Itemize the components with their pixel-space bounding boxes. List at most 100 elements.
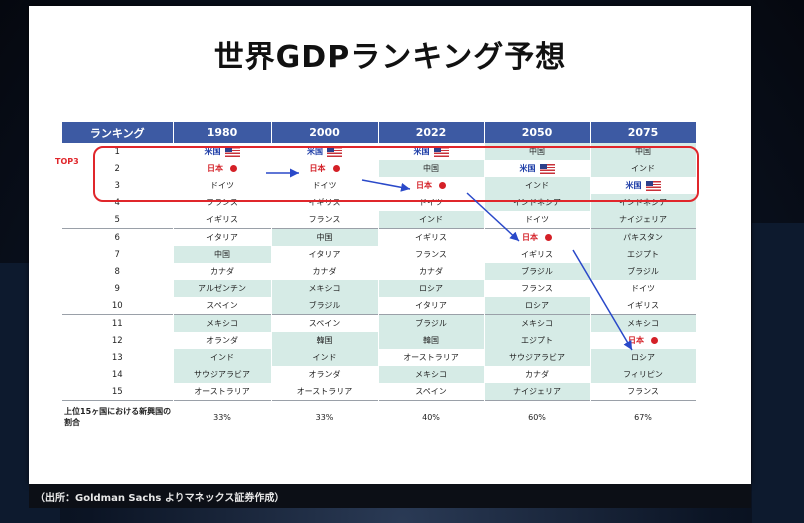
country-cell: 中国 <box>484 143 591 160</box>
country-cell: イギリス <box>173 211 272 229</box>
country-cell: サウジアラビア <box>173 366 272 383</box>
country-cell: オーストラリア <box>271 383 379 401</box>
country-cell: パキスタン <box>590 228 697 246</box>
country-cell: カナダ <box>378 263 485 280</box>
country-name: エジプト <box>521 336 553 345</box>
country-name: 韓国 <box>316 336 333 345</box>
country-name: イタリア <box>308 250 341 259</box>
country-cell: メキシコ <box>173 314 272 332</box>
country-cell: 日本 <box>173 160 272 177</box>
country-name: ブラジル <box>308 301 341 310</box>
country-name: インド <box>210 353 234 362</box>
country-cell: イタリア <box>271 246 379 263</box>
country-cell: イギリス <box>484 246 591 263</box>
country-cell: カナダ <box>271 263 379 280</box>
table-header-row: ランキング 1980 2000 2022 2050 2075 <box>62 122 697 143</box>
table-row: 5 イギリス フランス インド ドイツ ナイジェリア <box>62 211 697 229</box>
japan-flag-icon <box>439 182 446 189</box>
country-name: メキシコ <box>627 319 659 328</box>
country-cell: ブラジル <box>271 297 379 315</box>
country-cell: インド <box>590 160 697 177</box>
rank-number: 15 <box>62 383 174 401</box>
country-cell: 日本 <box>378 177 485 194</box>
country-cell: フランス <box>173 194 272 211</box>
country-name: フランス <box>308 215 341 224</box>
rank-number: 7 <box>62 246 174 263</box>
rank-number: 3 <box>62 177 174 194</box>
emerging-share-value: 67% <box>590 400 697 433</box>
rank-number: 10 <box>62 297 174 315</box>
country-cell: オーストラリア <box>378 349 485 366</box>
rank-number: 1 <box>62 143 174 160</box>
country-cell: ロシア <box>378 280 485 297</box>
country-name: ロシア <box>525 301 549 310</box>
country-name: メキシコ <box>308 284 341 293</box>
table-row: 15 オーストラリア オーストラリア スペイン ナイジェリア フランス <box>62 383 697 401</box>
country-cell: フランス <box>271 211 379 229</box>
country-name: 日本 <box>628 336 644 345</box>
slide: 世界GDPランキング予想 TOP3 ランキング 1980 2000 2022 2050 2… <box>29 6 751 484</box>
emerging-share-value: 40% <box>378 400 485 433</box>
country-cell: オランダ <box>271 366 379 383</box>
header-year: 2075 <box>590 122 697 143</box>
rank-number: 12 <box>62 332 174 349</box>
rank-number: 6 <box>62 228 174 246</box>
emerging-share-value: 60% <box>484 400 591 433</box>
country-cell: フランス <box>378 246 485 263</box>
country-name: フィリピン <box>623 370 663 379</box>
header-year: 2050 <box>484 122 591 143</box>
country-cell: フランス <box>484 280 591 297</box>
country-name: ドイツ <box>631 284 655 293</box>
country-name: スペイン <box>308 319 341 328</box>
country-name: ドイツ <box>525 215 549 224</box>
country-name: イギリス <box>627 301 659 310</box>
country-name: オーストラリア <box>194 387 250 396</box>
country-name: 中国 <box>423 164 439 173</box>
country-cell: 米国 <box>271 143 379 160</box>
country-cell: ブラジル <box>590 263 697 280</box>
country-name: ロシア <box>419 284 443 293</box>
country-name: スペイン <box>415 387 447 396</box>
rank-number: 4 <box>62 194 174 211</box>
country-name: イタリア <box>206 233 238 242</box>
country-cell: インド <box>378 211 485 229</box>
table-row: 11 メキシコ スペイン ブラジル メキシコ メキシコ <box>62 314 697 332</box>
table-row: 1 米国 米国 米国 中国 中国 <box>62 143 697 160</box>
country-name: 米国 <box>625 181 642 190</box>
emerging-share-value: 33% <box>271 400 379 433</box>
country-cell: イタリア <box>173 228 272 246</box>
country-name: 日本 <box>522 233 538 242</box>
country-cell: 韓国 <box>271 332 379 349</box>
table-row: 9 アルゼンチン メキシコ ロシア フランス ドイツ <box>62 280 697 297</box>
country-cell: スペイン <box>173 297 272 315</box>
country-name: インド <box>312 353 337 362</box>
country-name: イギリス <box>415 233 447 242</box>
header-ranking: ランキング <box>62 122 174 143</box>
country-name: ブラジル <box>521 267 553 276</box>
country-name: イギリス <box>206 215 238 224</box>
table-row: 12 オランダ 韓国 韓国 エジプト 日本 <box>62 332 697 349</box>
country-name: 日本 <box>207 164 223 173</box>
country-name: カナダ <box>312 267 337 276</box>
country-name: カナダ <box>419 267 443 276</box>
table-row: 2 日本 日本 中国 米国 インド <box>62 160 697 177</box>
japan-flag-icon <box>545 234 552 241</box>
country-name: イギリス <box>521 250 553 259</box>
emerging-share-label: 上位15ヶ国における新興国の割合 <box>62 400 174 433</box>
country-name: オーストラリア <box>403 353 459 362</box>
us-flag-icon <box>645 180 661 191</box>
country-cell: インド <box>173 349 272 366</box>
country-name: メキシコ <box>521 319 553 328</box>
us-flag-icon <box>539 163 555 174</box>
country-cell: インドネシア <box>590 194 697 211</box>
country-cell: メキシコ <box>590 314 697 332</box>
country-cell: ナイジェリア <box>484 383 591 401</box>
country-cell: 韓国 <box>378 332 485 349</box>
country-name: ブラジル <box>415 319 447 328</box>
country-name: エジプト <box>627 250 659 259</box>
country-cell: サウジアラビア <box>484 349 591 366</box>
country-name: 米国 <box>413 147 430 156</box>
table-row: 14 サウジアラビア オランダ メキシコ カナダ フィリピン <box>62 366 697 383</box>
country-name: オランダ <box>308 370 341 379</box>
country-cell: スペイン <box>271 314 379 332</box>
